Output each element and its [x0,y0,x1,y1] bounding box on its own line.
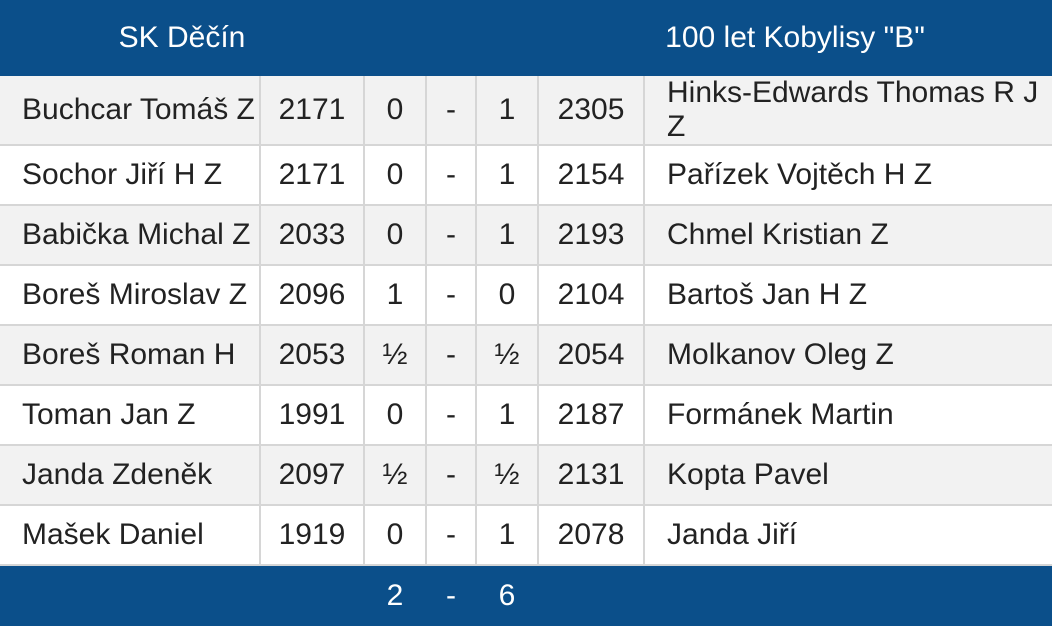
footer-right-spacer [538,565,1052,626]
team-header-row: SK Děčín 100 let Kobylisy "B" [0,0,1052,76]
home-player-rating: 2053 [260,325,366,386]
home-game-score: ½ [364,445,428,506]
home-player-rating: 2097 [260,445,366,506]
header-spacer [364,0,539,76]
score-separator: - [426,445,478,506]
home-game-score: 0 [364,505,428,566]
home-player-name: Toman Jan Z [0,385,261,446]
home-game-score: 1 [364,265,428,326]
away-game-score: 1 [476,76,540,146]
table-row: Sochor Jiří H Z 2171 0 - 1 2154 Pařízek … [0,145,1052,206]
away-player-name: Chmel Kristian Z [644,205,1052,266]
home-player-name: Mašek Daniel [0,505,261,566]
score-separator: - [426,205,478,266]
home-player-rating: 1919 [260,505,366,566]
home-game-score: 0 [364,76,428,146]
table-row: Mašek Daniel 1919 0 - 1 2078 Janda Jiří [0,505,1052,566]
total-score-row: 2 - 6 [0,565,1052,626]
away-player-name: Hinks-Edwards Thomas R J Z [644,76,1052,146]
away-game-score: ½ [476,325,540,386]
away-player-rating: 2193 [538,205,646,266]
away-player-rating: 2305 [538,76,646,146]
away-total-score: 6 [476,565,539,626]
score-separator: - [426,265,478,326]
away-game-score: 1 [476,505,540,566]
home-player-name: Boreš Miroslav Z [0,265,261,326]
away-game-score: 1 [476,205,540,266]
table-row: Toman Jan Z 1991 0 - 1 2187 Formánek Mar… [0,385,1052,446]
table-row: Janda Zdeněk 2097 ½ - ½ 2131 Kopta Pavel [0,445,1052,506]
home-player-name: Sochor Jiří H Z [0,145,261,206]
away-player-name: Formánek Martin [644,385,1052,446]
table-row: Buchcar Tomáš Z 2171 0 - 1 2305 Hinks-Ed… [0,76,1052,146]
footer-left-spacer [0,565,365,626]
home-player-rating: 2171 [260,145,366,206]
away-player-name: Janda Jiří [644,505,1052,566]
away-game-score: 0 [476,265,540,326]
away-game-score: ½ [476,445,540,506]
score-separator: - [426,385,478,446]
away-team-name: 100 let Kobylisy "B" [538,0,1052,76]
score-separator: - [426,76,478,146]
home-game-score: 0 [364,385,428,446]
away-player-name: Kopta Pavel [644,445,1052,506]
away-player-name: Pařízek Vojtěch H Z [644,145,1052,206]
away-game-score: 1 [476,385,540,446]
away-player-name: Molkanov Oleg Z [644,325,1052,386]
home-team-name: SK Děčín [0,0,365,76]
away-game-score: 1 [476,145,540,206]
table-row: Boreš Miroslav Z 2096 1 - 0 2104 Bartoš … [0,265,1052,326]
away-player-rating: 2154 [538,145,646,206]
home-game-score: 0 [364,145,428,206]
table-row: Boreš Roman H 2053 ½ - ½ 2054 Molkanov O… [0,325,1052,386]
home-player-rating: 2033 [260,205,366,266]
home-game-score: ½ [364,325,428,386]
home-player-name: Boreš Roman H [0,325,261,386]
away-player-rating: 2131 [538,445,646,506]
away-player-rating: 2078 [538,505,646,566]
away-player-rating: 2104 [538,265,646,326]
score-separator: - [426,145,478,206]
away-player-rating: 2187 [538,385,646,446]
home-player-name: Babička Michal Z [0,205,261,266]
home-total-score: 2 [364,565,427,626]
away-player-name: Bartoš Jan H Z [644,265,1052,326]
table-row: Babička Michal Z 2033 0 - 1 2193 Chmel K… [0,205,1052,266]
home-player-rating: 2096 [260,265,366,326]
games-body: Buchcar Tomáš Z 2171 0 - 1 2305 Hinks-Ed… [0,76,1052,566]
home-player-name: Buchcar Tomáš Z [0,76,261,146]
home-player-name: Janda Zdeněk [0,445,261,506]
away-player-rating: 2054 [538,325,646,386]
total-score-separator: - [426,565,477,626]
score-separator: - [426,325,478,386]
home-game-score: 0 [364,205,428,266]
home-player-rating: 2171 [260,76,366,146]
home-player-rating: 1991 [260,385,366,446]
score-separator: - [426,505,478,566]
